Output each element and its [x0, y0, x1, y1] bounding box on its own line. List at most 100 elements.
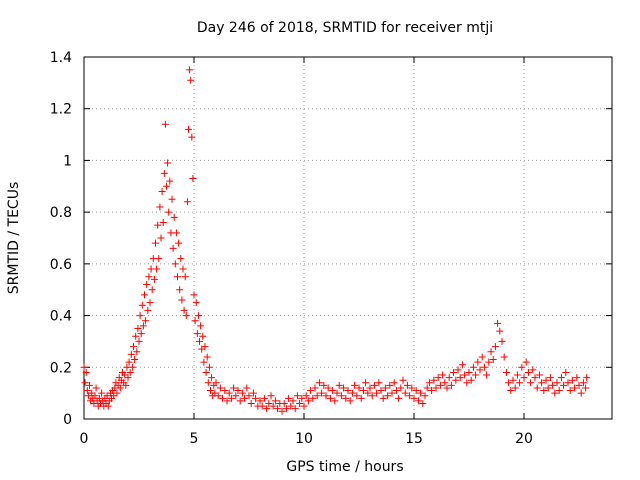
data-point	[201, 343, 209, 351]
data-point	[564, 379, 572, 387]
data-point	[141, 291, 148, 299]
data-point	[193, 330, 201, 338]
data-point	[234, 387, 242, 395]
data-point	[208, 374, 216, 382]
data-point	[212, 379, 220, 387]
data-point	[480, 363, 488, 371]
data-point	[203, 353, 211, 361]
data-point	[320, 381, 328, 389]
data-point	[410, 394, 418, 402]
data-point	[124, 374, 132, 382]
data-point	[348, 389, 356, 397]
data-point	[296, 399, 304, 407]
data-point	[428, 387, 436, 395]
data-point	[274, 405, 282, 413]
data-point	[143, 281, 151, 289]
data-point	[139, 322, 147, 330]
data-point	[80, 363, 88, 371]
data-point	[489, 356, 497, 364]
data-point	[390, 379, 398, 387]
data-point	[414, 397, 422, 405]
data-point	[434, 374, 442, 382]
data-point	[185, 125, 192, 133]
data-point	[170, 213, 178, 221]
data-point	[577, 389, 585, 397]
data-point	[138, 301, 146, 309]
data-point	[176, 286, 184, 294]
data-point	[573, 374, 581, 382]
data-point	[186, 66, 194, 74]
data-point	[520, 374, 528, 382]
data-point	[399, 376, 407, 384]
data-point	[122, 381, 130, 389]
data-point	[221, 387, 229, 395]
data-point	[232, 392, 240, 400]
data-point	[562, 368, 570, 376]
y-tick-labels: 0 0.2 0.4 0.6 0.8 1 1.2 1.4	[50, 50, 72, 428]
data-point	[159, 218, 167, 226]
data-point	[104, 402, 112, 410]
data-point	[560, 381, 568, 389]
data-point	[472, 371, 480, 379]
x-tick-label: 15	[405, 431, 423, 447]
data-point	[136, 312, 144, 320]
data-point	[300, 402, 308, 410]
data-point	[516, 379, 524, 387]
data-point	[307, 387, 315, 395]
data-point	[125, 358, 133, 366]
data-point	[432, 384, 440, 392]
data-point	[205, 363, 213, 371]
data-point	[505, 379, 513, 387]
data-point	[335, 381, 343, 389]
data-point	[280, 399, 288, 407]
data-point	[256, 397, 264, 405]
y-tick-label: 0.8	[50, 205, 72, 221]
data-point	[430, 376, 438, 384]
data-point	[91, 392, 99, 400]
y-tick-label: 1	[63, 153, 72, 169]
data-point	[204, 379, 212, 387]
y-tick-label: 1.2	[50, 102, 72, 118]
data-point	[425, 379, 433, 387]
data-point	[551, 389, 559, 397]
data-point	[309, 394, 317, 402]
y-tick-label: 1.4	[50, 50, 72, 66]
data-point	[116, 384, 124, 392]
data-point	[142, 317, 150, 325]
data-point	[566, 387, 574, 395]
data-point	[302, 392, 310, 400]
data-point	[269, 402, 277, 410]
data-point	[392, 387, 400, 395]
data-point	[265, 399, 273, 407]
data-point	[502, 368, 510, 376]
data-point	[342, 394, 350, 402]
data-point	[364, 389, 372, 397]
x-axis-label: GPS time / hours	[286, 459, 403, 475]
data-point	[148, 286, 156, 294]
data-point	[285, 394, 293, 402]
data-point	[366, 384, 374, 392]
data-point	[346, 397, 354, 405]
data-point	[153, 265, 161, 273]
data-point	[357, 394, 365, 402]
data-point	[538, 379, 546, 387]
data-point	[154, 221, 162, 229]
data-point	[417, 389, 425, 397]
data-point	[133, 348, 141, 356]
data-point	[92, 384, 100, 392]
data-point	[86, 381, 93, 389]
data-point	[196, 337, 203, 345]
x-tick-label: 0	[80, 431, 89, 447]
data-point	[200, 358, 208, 366]
data-point	[469, 363, 477, 371]
y-axis-label: SRMTID / TECUs	[6, 182, 22, 295]
data-point	[568, 376, 576, 384]
data-point	[419, 399, 427, 407]
data-point	[131, 356, 139, 364]
data-point	[441, 379, 449, 387]
data-point	[132, 332, 140, 340]
data-point	[126, 368, 134, 376]
data-point	[324, 384, 332, 392]
data-point	[381, 384, 389, 392]
y-tick-label: 0.4	[50, 309, 72, 325]
